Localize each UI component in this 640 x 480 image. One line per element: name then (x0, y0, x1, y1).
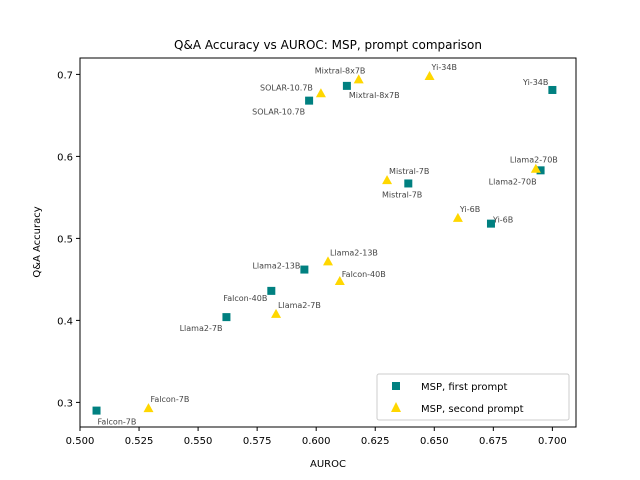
legend-box (376, 373, 570, 421)
point-first-prompt (486, 219, 495, 228)
annotation-first-prompt: Mistral-7B (382, 190, 422, 199)
y-tick-label: 0.4 (57, 316, 73, 327)
point-first-prompt (404, 179, 413, 188)
annotation-second-prompt: Yi-34B (431, 63, 457, 72)
annotation-second-prompt: Yi-6B (459, 205, 480, 214)
annotation-first-prompt: Falcon-40B (223, 294, 267, 303)
annotation-second-prompt: Mixtral-8x7B (315, 66, 366, 75)
point-first-prompt (536, 166, 545, 175)
x-tick-label: 0.600 (302, 436, 331, 447)
point-first-prompt (222, 313, 231, 322)
legend-label-first-prompt: MSP, first prompt (421, 382, 508, 393)
annotation-second-prompt: Falcon-7B (150, 395, 189, 404)
annotation-second-prompt: Mistral-7B (389, 167, 429, 176)
point-second-prompt (143, 403, 154, 413)
point-annotations: Falcon-7B Llama2-7B Falcon-40B Llama2-13B SO… (98, 63, 558, 427)
point-second-prompt (530, 163, 541, 173)
legend: MSP, first prompt MSP, second prompt (376, 373, 570, 421)
x-tick-label: 0.675 (479, 436, 508, 447)
y-tick-label: 0.3 (57, 398, 73, 409)
point-second-prompt (382, 175, 393, 185)
x-axis-label: AUROC (310, 459, 346, 470)
point-first-prompt (548, 85, 557, 94)
point-first-prompt (342, 81, 351, 90)
legend-label-second-prompt: MSP, second prompt (421, 404, 524, 415)
annotation-second-prompt: SOLAR-10.7B (260, 83, 313, 92)
point-second-prompt (452, 212, 463, 222)
data-points (92, 71, 557, 415)
x-tick-label: 0.700 (538, 436, 567, 447)
point-second-prompt (315, 88, 326, 98)
point-second-prompt (271, 308, 282, 318)
point-first-prompt (300, 265, 309, 274)
annotation-first-prompt: SOLAR-10.7B (252, 108, 305, 117)
annotation-first-prompt: Llama2-13B (252, 262, 300, 271)
y-tick-label: 0.5 (57, 234, 73, 245)
x-tick-label: 0.625 (361, 436, 390, 447)
x-tick-label: 0.550 (184, 436, 213, 447)
point-second-prompt (424, 71, 435, 81)
x-axis: 0.500 0.525 0.550 0.575 0.600 0.625 0.650 0.675… (66, 427, 567, 447)
annotation-first-prompt: Llama2-70B (489, 177, 537, 186)
point-first-prompt (267, 286, 276, 295)
annotation-first-prompt: Yi-6B (492, 216, 513, 225)
y-tick-label: 0.6 (57, 152, 73, 163)
annotation-first-prompt: Yi-34B (522, 78, 548, 87)
x-tick-label: 0.500 (66, 436, 95, 447)
y-axis: 0.3 0.4 0.5 0.6 0.7 (57, 70, 80, 409)
annotation-second-prompt: Llama2-70B (510, 156, 558, 165)
legend-marker-first-prompt (392, 382, 400, 390)
annotation-second-prompt: Llama2-7B (278, 301, 321, 310)
annotation-first-prompt: Llama2-7B (180, 324, 223, 333)
y-axis-label: Q&A Accuracy (32, 206, 43, 277)
y-tick-label: 0.7 (57, 70, 73, 81)
point-second-prompt (334, 276, 345, 286)
annotation-first-prompt: Mixtral-8x7B (349, 91, 400, 100)
point-first-prompt (305, 96, 314, 105)
annotation-second-prompt: Llama2-13B (330, 248, 378, 257)
x-tick-label: 0.650 (420, 436, 449, 447)
point-second-prompt (353, 74, 364, 84)
point-first-prompt (92, 406, 101, 415)
x-tick-label: 0.575 (243, 436, 272, 447)
plot-area (79, 57, 577, 428)
legend-marker-second-prompt (391, 402, 401, 412)
point-second-prompt (323, 256, 333, 266)
x-tick-label: 0.525 (125, 436, 154, 447)
annotation-second-prompt: Falcon-40B (342, 270, 386, 279)
annotation-first-prompt: Falcon-7B (98, 418, 137, 427)
chart-title: Q&A Accuracy vs AUROC: MSP, prompt compa… (174, 38, 482, 52)
